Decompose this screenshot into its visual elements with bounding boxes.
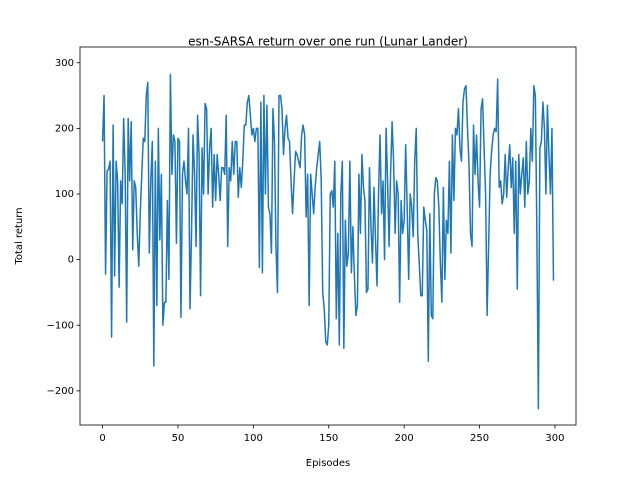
x-tick-label: 50 [172, 433, 185, 444]
y-tick-label: −200 [47, 386, 74, 397]
y-tick-label: 100 [55, 189, 74, 200]
y-tick-label: 0 [68, 255, 74, 266]
x-tick-label: 150 [319, 433, 338, 444]
x-tick-label: 250 [470, 433, 489, 444]
data-line [101, 73, 555, 410]
x-tick-label: 300 [545, 433, 564, 444]
x-tick-label: 0 [99, 433, 105, 444]
y-axis-label: Total return [14, 207, 25, 265]
x-tick-label: 100 [244, 433, 263, 444]
y-tick-label: −100 [47, 320, 74, 331]
chart-title: esn-SARSA return over one run (Lunar Lan… [188, 35, 468, 49]
y-tick-label: 200 [55, 123, 74, 134]
y-tick-label: 300 [55, 58, 74, 69]
plot-frame [79, 46, 577, 426]
x-axis-label: Episodes [306, 458, 350, 469]
x-tick-label: 200 [395, 433, 414, 444]
